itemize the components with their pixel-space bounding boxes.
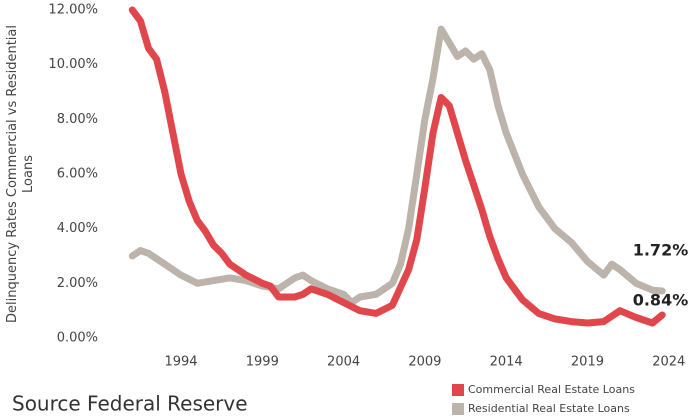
x-tick-label: 2009 bbox=[408, 355, 441, 370]
source: Source Federal Reserve bbox=[12, 392, 248, 416]
x-tick-label: 1999 bbox=[246, 355, 279, 370]
y-axis-label: Delinquency Rates Commercial vs Resident… bbox=[5, 25, 36, 323]
x-tick-label: 1994 bbox=[164, 355, 197, 370]
line bbox=[128, 25, 666, 306]
x-tick-label: 2024 bbox=[652, 355, 685, 370]
line bbox=[128, 6, 666, 327]
legend-label: Commercial Real Estate Loans bbox=[468, 383, 635, 396]
y-tick-label: 4.00% bbox=[57, 221, 98, 236]
y-axis-label-line: Delinquency Rates Commercial vs Resident… bbox=[5, 25, 20, 323]
x-tick-label: 2004 bbox=[327, 355, 360, 370]
data-label: 0.84% bbox=[633, 291, 689, 310]
x-tick-label: 2014 bbox=[490, 355, 523, 370]
y-tick-label: 10.00% bbox=[48, 57, 98, 72]
y-tick-label: 2.00% bbox=[57, 276, 98, 291]
y-axis-label-line: Loans bbox=[21, 155, 36, 193]
legend-swatch bbox=[452, 384, 464, 396]
y-tick-label: 8.00% bbox=[57, 112, 98, 127]
x-tick-label: 2019 bbox=[571, 355, 604, 370]
legend-label: Residential Real Estate Loans bbox=[468, 402, 630, 415]
y-tick-label: 12.00% bbox=[48, 3, 98, 18]
data-label: 1.72% bbox=[633, 240, 689, 259]
legend-swatch bbox=[452, 403, 464, 415]
y-tick-label: 0.00% bbox=[57, 331, 98, 346]
y-tick-label: 6.00% bbox=[57, 167, 98, 182]
